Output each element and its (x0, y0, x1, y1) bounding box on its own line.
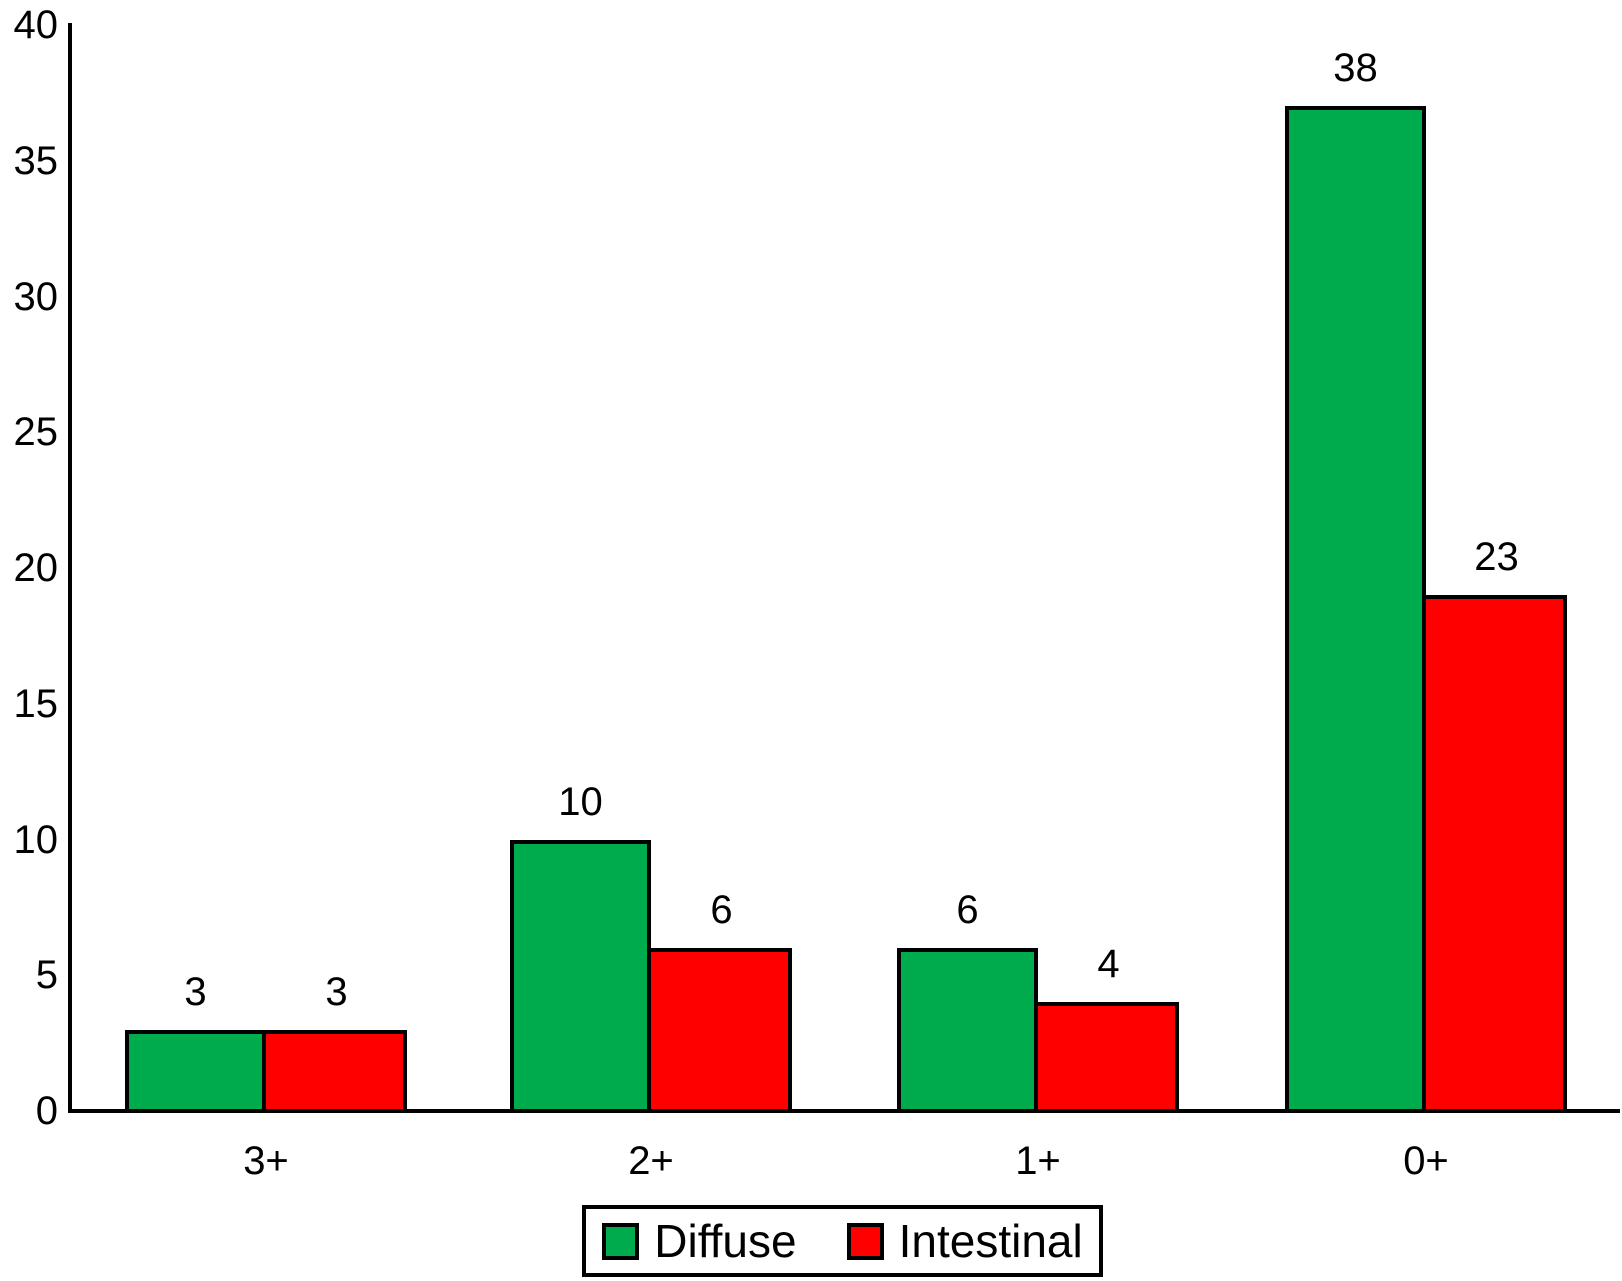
y-tick-label-10: 10 (13, 817, 59, 862)
y-axis-line (68, 23, 72, 1113)
legend-swatch-diffuse-icon (602, 1222, 640, 1260)
y-tick-label-25: 25 (13, 410, 59, 455)
legend: Diffuse Intestinal (582, 1205, 1103, 1277)
legend-item-intestinal: Intestinal (846, 1215, 1083, 1267)
y-tick-label-35: 35 (13, 138, 59, 183)
bar-value-label-intestinal-0plus: 23 (1474, 535, 1519, 580)
bar-value-label-diffuse-2plus: 10 (558, 779, 603, 824)
bar-diffuse-2plus (510, 839, 651, 1113)
bar-intestinal-2plus (647, 948, 792, 1113)
bar-value-label-diffuse-0plus: 38 (1333, 46, 1378, 91)
y-tick-label-20: 20 (13, 546, 59, 590)
x-category-label-1plus: 1+ (1015, 1139, 1061, 1183)
y-tick-label-30: 30 (13, 274, 59, 319)
y-tick-label-0: 0 (35, 1089, 58, 1133)
bar-diffuse-0plus (1285, 106, 1426, 1113)
bar-intestinal-0plus (1422, 595, 1567, 1113)
bar-diffuse-1plus (897, 948, 1038, 1113)
legend-label-diffuse: Diffuse (654, 1215, 797, 1267)
bar-value-label-diffuse-1plus: 6 (956, 888, 979, 933)
bar-value-label-intestinal-3plus: 3 (325, 969, 348, 1014)
y-tick-label-40: 40 (13, 3, 59, 47)
x-axis-line (68, 1109, 1620, 1113)
x-category-label-0plus: 0+ (1403, 1139, 1449, 1183)
x-category-label-2plus: 2+ (628, 1139, 674, 1183)
y-tick-label-5: 5 (35, 953, 58, 998)
bar-intestinal-3plus (262, 1029, 407, 1113)
legend-swatch-intestinal-icon (846, 1222, 884, 1260)
legend-label-intestinal: Intestinal (898, 1215, 1083, 1267)
bar-diffuse-3plus (125, 1029, 266, 1113)
bar-value-label-diffuse-3plus: 3 (184, 969, 207, 1014)
legend-item-diffuse: Diffuse (602, 1215, 797, 1267)
bar-intestinal-1plus (1034, 1002, 1179, 1113)
x-category-label-3plus: 3+ (243, 1139, 289, 1183)
bar-value-label-intestinal-2plus: 6 (710, 888, 733, 933)
y-tick-label-15: 15 (13, 681, 59, 726)
bar-value-label-intestinal-1plus: 4 (1097, 942, 1120, 987)
